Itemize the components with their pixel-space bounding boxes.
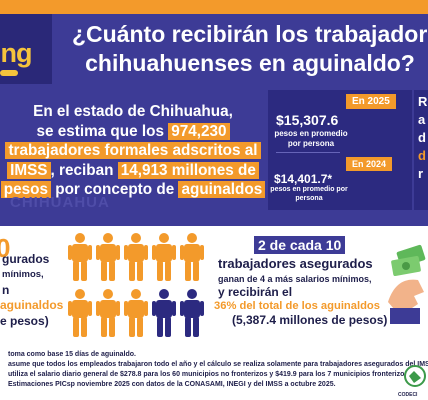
ratio-line-3: y recibirán el [218, 285, 293, 299]
footnote-1: toma como base 15 días de aguinaldo. [8, 351, 136, 358]
year-2024-pill: En 2024 [346, 157, 393, 171]
desc-2024: pesos en promedio por persona [270, 186, 348, 202]
right-char-5: r [418, 166, 424, 181]
desc-2025: pesos en promedio por persona [274, 129, 348, 148]
money-icon [388, 244, 426, 324]
person-icon [152, 233, 176, 281]
person-icon [68, 233, 92, 281]
logo-text: ing [0, 38, 32, 68]
lead-line-3-text: trabajadores formales adscritos al [5, 142, 261, 159]
amount-2024: $14,401.7* [274, 172, 333, 186]
footnote-4: Estimaciones PICsp noviembre 2025 con da… [8, 381, 336, 388]
stats-card [268, 90, 412, 210]
left-line-4: aguinaldos [0, 298, 64, 312]
people-pictogram [68, 232, 204, 338]
year-2025-pill: En 2025 [346, 94, 396, 109]
ratio-line-2: ganan de 4 a más salarios mínimos, [218, 274, 372, 284]
left-line-2: mínimos, [2, 269, 44, 280]
ratio-line-4: 36% del total de los aguinaldos [214, 300, 380, 312]
footnote-2: asume que todos los empleados trabajaron… [8, 361, 428, 368]
right-panel [414, 90, 428, 210]
lead-line-4: IMSS, reciban 14,913 millones de [0, 161, 266, 181]
imss-label: IMSS [7, 161, 51, 179]
person-icon [96, 233, 120, 281]
right-char-2: a [418, 112, 426, 127]
total-amount: 14,913 millones de [117, 161, 259, 179]
person-icon [180, 233, 204, 281]
state-watermark: CHIHUAHUA [10, 194, 110, 211]
amount-2025: $15,307.6 [276, 112, 339, 128]
lead-line-4-text: , reciban [50, 161, 118, 179]
lead-line-3: trabajadores formales adscritos al [0, 141, 266, 161]
stats-divider [276, 152, 340, 153]
ratio-line-1: trabajadores asegurados [218, 256, 373, 271]
person-icon [68, 289, 92, 337]
lead-line-1: En el estado de Chihuahua, [33, 103, 233, 120]
lead-line-2: se estima que los 974,230 [0, 122, 266, 142]
lead-line-5-text: por concepto de [50, 181, 179, 198]
ratio-label: 2 de cada 10 [254, 236, 346, 254]
person-icon [124, 289, 148, 337]
right-char-4: d [418, 148, 426, 163]
codeci-label: CODECI [398, 392, 418, 398]
footnote-3: utiliza el salario diario general de $27… [8, 371, 411, 378]
lead-text: En el estado de Chihuahua, se estima que… [0, 102, 266, 200]
person-icon [180, 289, 204, 337]
right-char-3: d [418, 130, 426, 145]
left-line-5: e pesos) [0, 314, 49, 328]
pesos-label: pesos [0, 181, 51, 198]
aguinaldos-label: aguinaldos [178, 181, 266, 198]
logo-mark-icon [0, 70, 18, 76]
lead-line-5: pesos por concepto de aguinaldos [0, 180, 266, 200]
person-icon [152, 289, 176, 337]
left-line-1: gurados [2, 252, 50, 266]
accent-stripe [0, 0, 428, 14]
person-icon [96, 289, 120, 337]
title-line-1: ¿Cuánto recibirán los trabajadores [72, 21, 428, 47]
person-icon [124, 233, 148, 281]
codeci-logo-icon [404, 365, 426, 387]
ratio-line-5: (5,387.4 millones de pesos) [232, 313, 388, 327]
page-title: ¿Cuánto recibirán los trabajadores chihu… [72, 20, 428, 78]
left-number: 0 [0, 233, 11, 263]
title-line-2: chihuahuenses en aguinaldo? [85, 50, 415, 76]
right-char-1: R [418, 94, 428, 109]
workers-count: 974,230 [168, 122, 230, 140]
lead-line-2-text: se estima que los [36, 122, 169, 140]
left-line-3: n [2, 283, 10, 297]
